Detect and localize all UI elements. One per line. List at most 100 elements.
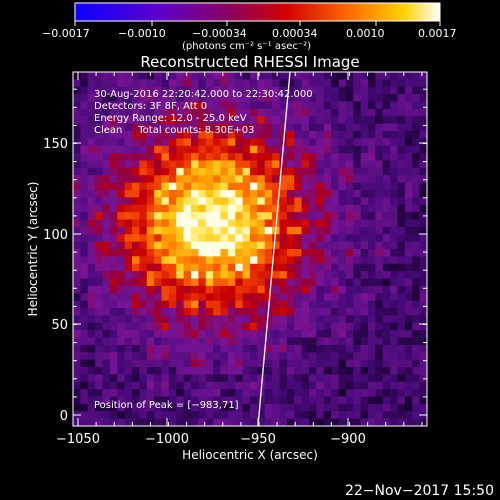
image-pixel — [102, 271, 111, 279]
image-pixel — [382, 108, 391, 117]
image-pixel — [132, 101, 140, 110]
image-pixel — [382, 271, 391, 279]
image-pixel — [345, 263, 354, 272]
image-pixel — [382, 72, 391, 80]
image-pixel — [168, 300, 177, 309]
image-pixel — [191, 123, 199, 132]
image-pixel — [375, 271, 384, 279]
image-pixel — [183, 116, 192, 125]
image-pixel — [250, 131, 258, 139]
image-pixel — [168, 182, 177, 191]
image-pixel — [183, 344, 192, 353]
image-pixel — [301, 359, 310, 368]
image-pixel — [316, 241, 325, 250]
image-pixel — [345, 403, 354, 412]
image-pixel — [220, 293, 229, 302]
image-pixel — [168, 374, 177, 383]
image-pixel — [227, 337, 236, 346]
image-pixel — [331, 116, 339, 125]
image-pixel — [360, 72, 369, 80]
image-pixel — [139, 300, 148, 309]
image-pixel — [382, 278, 391, 287]
image-pixel — [397, 212, 406, 220]
image-pixel — [95, 219, 103, 228]
image-pixel — [220, 212, 229, 220]
image-pixel — [139, 182, 148, 191]
image-pixel — [309, 94, 317, 102]
image-pixel — [176, 131, 185, 139]
image-pixel — [146, 278, 155, 287]
image-pixel — [316, 367, 325, 375]
image-pixel — [87, 175, 96, 184]
image-pixel — [124, 367, 133, 375]
image-pixel — [124, 308, 133, 316]
image-pixel — [168, 315, 177, 324]
image-pixel — [132, 145, 140, 154]
image-pixel — [73, 190, 81, 198]
image-pixel — [382, 359, 391, 368]
image-pixel — [227, 131, 236, 139]
image-pixel — [375, 175, 384, 184]
image-pixel — [73, 256, 81, 265]
image-pixel — [323, 271, 332, 279]
image-pixel — [109, 131, 118, 139]
image-pixel — [95, 175, 103, 184]
image-pixel — [338, 145, 347, 154]
image-pixel — [117, 204, 126, 213]
image-pixel — [73, 145, 81, 154]
image-pixel — [102, 226, 111, 235]
image-pixel — [87, 138, 96, 147]
image-pixel — [146, 367, 155, 375]
image-pixel — [205, 167, 214, 176]
image-pixel — [323, 418, 332, 426]
image-pixel — [235, 204, 244, 213]
image-pixel — [124, 322, 133, 331]
image-pixel — [353, 381, 362, 390]
image-pixel — [242, 381, 251, 390]
image-pixel — [390, 263, 398, 272]
image-pixel — [198, 278, 207, 287]
image-pixel — [286, 381, 295, 390]
image-pixel — [294, 300, 303, 309]
image-pixel — [132, 175, 140, 184]
image-pixel — [257, 175, 266, 184]
image-pixel — [382, 381, 391, 390]
image-pixel — [176, 293, 185, 302]
image-pixel — [331, 108, 339, 117]
image-pixel — [338, 300, 347, 309]
image-pixel — [264, 418, 273, 426]
y-tick-label: 150 — [43, 137, 68, 152]
image-pixel — [294, 359, 303, 368]
image-pixel — [73, 359, 81, 368]
image-pixel — [87, 167, 96, 176]
image-pixel — [183, 411, 192, 420]
image-pixel — [323, 300, 332, 309]
image-pixel — [397, 249, 406, 257]
image-pixel — [309, 160, 317, 169]
image-pixel — [272, 403, 280, 412]
image-pixel — [213, 337, 221, 346]
image-pixel — [117, 359, 126, 368]
image-pixel — [272, 138, 280, 147]
image-pixel — [132, 256, 140, 265]
image-pixel — [397, 285, 406, 294]
image-pixel — [227, 138, 236, 147]
image-pixel — [338, 411, 347, 420]
image-pixel — [176, 396, 185, 405]
image-pixel — [279, 86, 288, 95]
image-pixel — [264, 86, 273, 95]
image-pixel — [235, 418, 244, 426]
image-pixel — [264, 352, 273, 361]
image-pixel — [139, 367, 148, 375]
image-pixel — [242, 219, 251, 228]
image-pixel — [309, 197, 317, 206]
image-pixel — [139, 145, 148, 154]
image-pixel — [176, 359, 185, 368]
image-pixel — [294, 308, 303, 316]
image-pixel — [309, 271, 317, 279]
image-pixel — [183, 381, 192, 390]
image-pixel — [338, 241, 347, 250]
image-pixel — [353, 160, 362, 169]
image-pixel — [242, 167, 251, 176]
image-pixel — [87, 145, 96, 154]
